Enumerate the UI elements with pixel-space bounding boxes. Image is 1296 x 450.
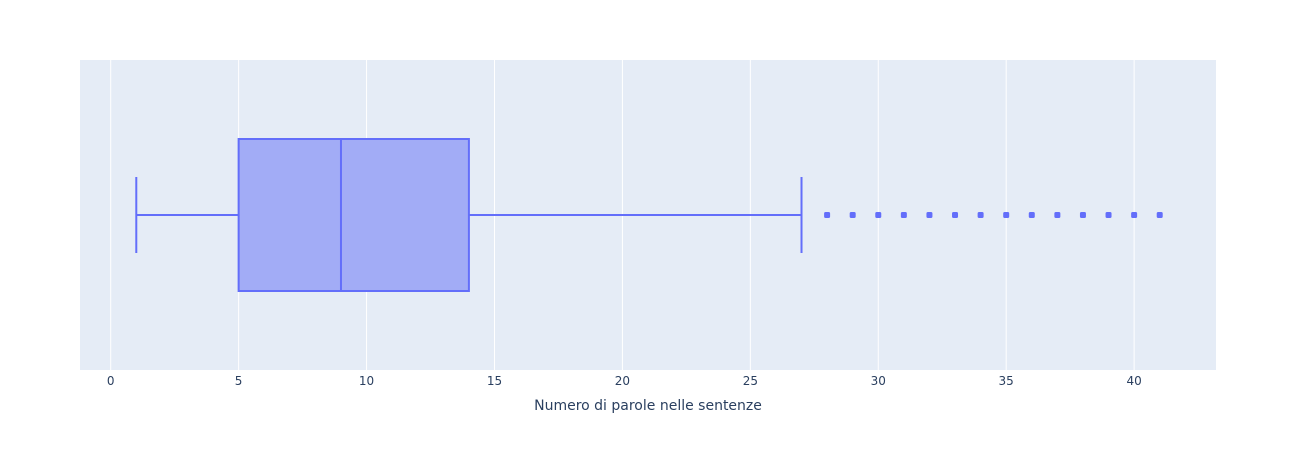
outlier-point[interactable] bbox=[1003, 212, 1010, 218]
x-tick-labels: 0 5 10 15 20 25 30 35 40 bbox=[107, 374, 1142, 388]
outlier-point[interactable] bbox=[977, 212, 984, 218]
outlier-point[interactable] bbox=[1131, 212, 1138, 218]
x-tick-label: 30 bbox=[871, 374, 886, 388]
outlier-point[interactable] bbox=[952, 212, 959, 218]
x-axis-title: Numero di parole nelle sentenze bbox=[534, 398, 762, 414]
outlier-point[interactable] bbox=[824, 212, 831, 218]
outlier-point[interactable] bbox=[849, 212, 856, 218]
x-tick-label: 35 bbox=[999, 374, 1014, 388]
outlier-point[interactable] bbox=[875, 212, 882, 218]
outlier-point[interactable] bbox=[1054, 212, 1061, 218]
x-tick-label: 20 bbox=[615, 374, 630, 388]
outlier-point[interactable] bbox=[926, 212, 933, 218]
outlier-point[interactable] bbox=[900, 212, 907, 218]
box-series[interactable] bbox=[135, 138, 1163, 292]
interquartile-box[interactable] bbox=[237, 138, 470, 292]
outlier-point[interactable] bbox=[1105, 212, 1112, 218]
outlier-point[interactable] bbox=[1028, 212, 1035, 218]
x-tick-label: 40 bbox=[1126, 374, 1141, 388]
x-tick-label: 0 bbox=[107, 374, 115, 388]
x-tick-label: 10 bbox=[359, 374, 374, 388]
outlier-point[interactable] bbox=[1079, 212, 1086, 218]
x-tick-label: 25 bbox=[743, 374, 758, 388]
x-tick-label: 15 bbox=[487, 374, 502, 388]
x-tick-label: 5 bbox=[235, 374, 243, 388]
outlier-point[interactable] bbox=[1156, 212, 1163, 218]
